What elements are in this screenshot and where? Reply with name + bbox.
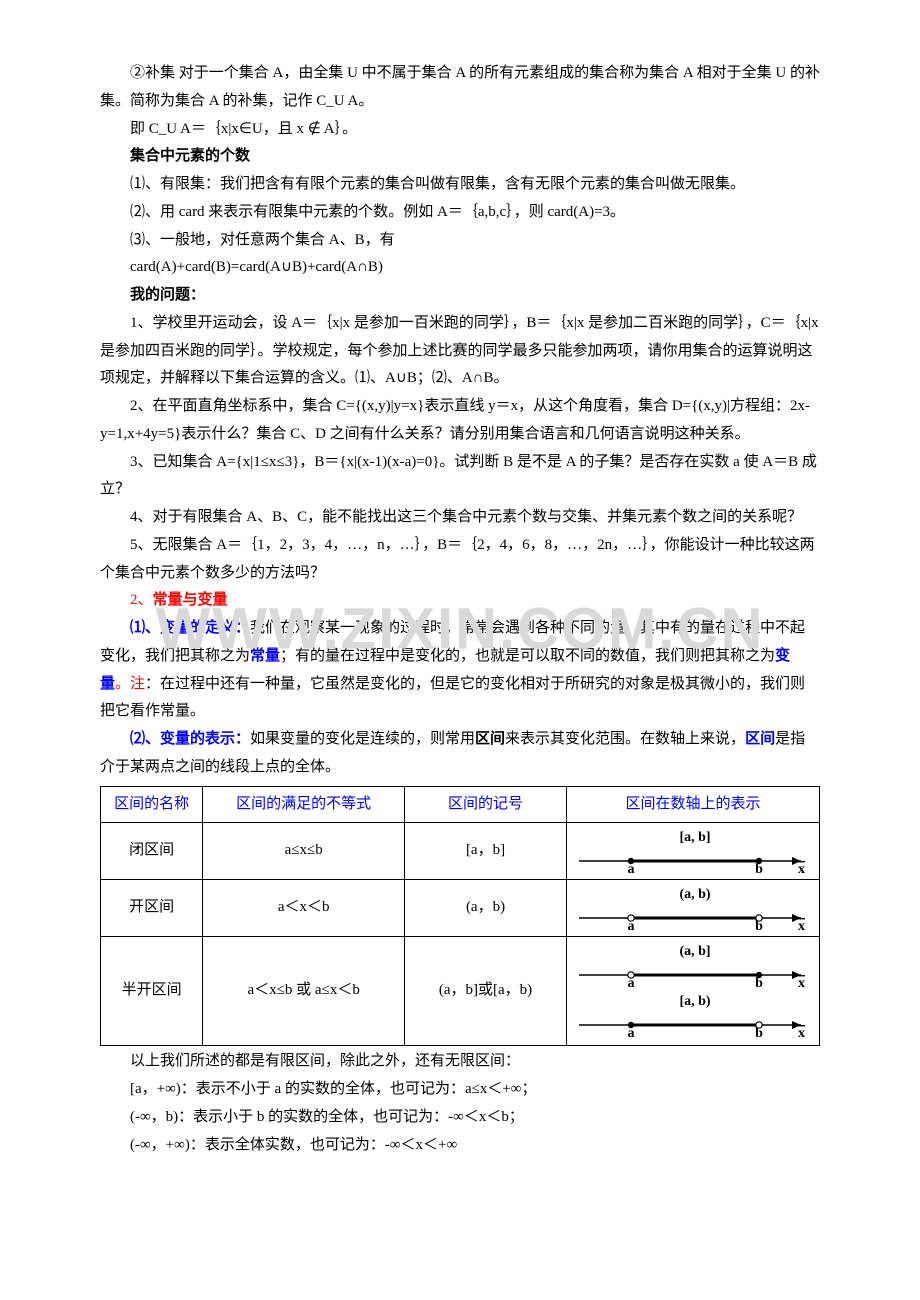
question-3: 3、已知集合 A={x|1≤x≤3}，B＝{x|(x-1)(x-a)=0}。试判…	[100, 449, 820, 505]
number-line: [a, b) a b x	[573, 991, 813, 1039]
inf-interval-1: [a，+∞)：表示不小于 a 的实数的全体，也可记为：a≤x＜+∞；	[100, 1076, 820, 1104]
heading-element-count: 集合中元素的个数	[100, 143, 820, 171]
th-ineq: 区间的满足的不等式	[203, 786, 405, 823]
number-line: (a, b) a b x	[573, 884, 813, 932]
section-2-heading: 2、常量与变量	[100, 587, 820, 615]
th-sym: 区间的记号	[405, 786, 567, 823]
cv2-text-b: 来表示其变化范围。在数轴上来说，	[505, 731, 745, 747]
svg-text:[a, b]: [a, b]	[679, 830, 710, 845]
heading-my-questions: 我的问题：	[100, 282, 820, 310]
cell-sym: [a，b]	[405, 823, 567, 880]
cell-ineq: a≤x≤b	[203, 823, 405, 880]
cv1-text-b: ；有的量在过程中是变化的，也就是可以取不同的数值，我们则把其称之为	[280, 648, 775, 664]
svg-text:b: b	[755, 919, 763, 932]
cv1-const: 常量	[250, 648, 280, 664]
table-header-row: 区间的名称 区间的满足的不等式 区间的记号 区间在数轴上的表示	[101, 786, 820, 823]
svg-text:(a, b]: (a, b]	[679, 944, 710, 959]
cell-name: 开区间	[101, 880, 203, 937]
cv1-note-label: 注	[130, 676, 145, 692]
inf-interval-2: (-∞，b)：表示小于 b 的实数的全体，也可记为：-∞＜x＜b；	[100, 1104, 820, 1132]
cv2-interval2: 区间	[745, 731, 775, 747]
cv2-interval: 区间	[475, 731, 505, 747]
svg-text:[a, b): [a, b)	[679, 994, 710, 1009]
table-row: 开区间 a＜x＜b (a，b) (a, b) a b x	[101, 880, 820, 937]
question-5: 5、无限集合 A＝｛1，2，3，4，…，n，…｝，B＝｛2，4，6，8，…，2n…	[100, 532, 820, 588]
svg-text:x: x	[798, 862, 805, 875]
cv1-dot: 。	[115, 676, 130, 692]
cell-ineq: a＜x＜b	[203, 880, 405, 937]
cv2-lead: ⑵、变量的表示：	[130, 731, 250, 747]
paragraph-complement: ②补集 对于一个集合 A，由全集 U 中不属于集合 A 的所有元素组成的集合称为…	[100, 60, 820, 116]
paragraph-card: ⑵、用 card 来表示有限集中元素的个数。例如 A＝｛a,b,c｝，则 car…	[100, 199, 820, 227]
svg-text:a: a	[628, 862, 635, 875]
svg-text:x: x	[798, 1026, 805, 1039]
svg-text:b: b	[755, 976, 763, 989]
paragraph-card-formula: card(A)+card(B)=card(A∪B)+card(A∩B)	[100, 254, 820, 282]
cell-name: 半开区间	[101, 937, 203, 1046]
interval-table: 区间的名称 区间的满足的不等式 区间的记号 区间在数轴上的表示 闭区间 a≤x≤…	[100, 786, 820, 1047]
cv1-note-rest: ：在过程中还有一种量，它虽然是变化的，但是它的变化相对于所研究的对象是极其微小的…	[100, 676, 805, 720]
svg-text:b: b	[755, 1026, 763, 1039]
svg-text:x: x	[798, 976, 805, 989]
cell-sym: (a，b]或[a，b)	[405, 937, 567, 1046]
question-1: 1、学校里开运动会，设 A＝｛x|x 是参加一百米跑的同学｝，B＝｛x|x 是参…	[100, 310, 820, 393]
svg-text:a: a	[628, 976, 635, 989]
svg-text:a: a	[628, 1026, 635, 1039]
paragraph-general: ⑶、一般地，对任意两个集合 A、B，有	[100, 227, 820, 255]
table-row: 闭区间 a≤x≤b [a，b] [a, b] a b x	[101, 823, 820, 880]
cell-name: 闭区间	[101, 823, 203, 880]
svg-text:x: x	[798, 919, 805, 932]
number-line: (a, b] a b x	[573, 941, 813, 989]
cell-ineq: a＜x≤b 或 a≤x＜b	[203, 937, 405, 1046]
cell-sym: (a，b)	[405, 880, 567, 937]
section-2-title: 常量与变量	[153, 592, 228, 608]
inf-interval-3: (-∞，+∞)：表示全体实数，也可记为：-∞＜x＜+∞	[100, 1132, 820, 1160]
th-name: 区间的名称	[101, 786, 203, 823]
after-table: 以上我们所述的都是有限区间，除此之外，还有无限区间：	[100, 1048, 820, 1076]
const-var-def-2: ⑵、变量的表示：如果变量的变化是连续的，则常用区间来表示其变化范围。在数轴上来说…	[100, 726, 820, 782]
cv1-lead: ⑴、变量的定义：	[130, 620, 250, 636]
th-axis: 区间在数轴上的表示	[567, 786, 820, 823]
const-var-def-1: ⑴、变量的定义：我们在观察某一现象的过程时，常常会遇到各种不同的量，其中有的量在…	[100, 615, 820, 726]
cell-axis: (a, b] a b x [a, b) a b x	[567, 937, 820, 1046]
svg-text:(a, b): (a, b)	[679, 887, 710, 902]
number-line: [a, b] a b x	[573, 827, 813, 875]
paragraph-complement-def: 即 C_U A＝｛x|x∈U，且 x ∉ A｝。	[100, 116, 820, 144]
table-row: 半开区间 a＜x≤b 或 a≤x＜b (a，b]或[a，b) (a, b] a …	[101, 937, 820, 1046]
cell-axis: [a, b] a b x	[567, 823, 820, 880]
paragraph-finite-set: ⑴、有限集：我们把含有有限个元素的集合叫做有限集，含有无限个元素的集合叫做无限集…	[100, 171, 820, 199]
svg-text:a: a	[628, 919, 635, 932]
cv2-text-a: 如果变量的变化是连续的，则常用	[250, 731, 475, 747]
svg-text:b: b	[755, 862, 763, 875]
section-2-number: 2、	[130, 592, 153, 608]
question-4: 4、对于有限集合 A、B、C，能不能找出这三个集合中元素个数与交集、并集元素个数…	[100, 504, 820, 532]
cell-axis: (a, b) a b x	[567, 880, 820, 937]
question-2: 2、在平面直角坐标系中，集合 C={(x,y)|y=x}表示直线 y＝x，从这个…	[100, 393, 820, 449]
